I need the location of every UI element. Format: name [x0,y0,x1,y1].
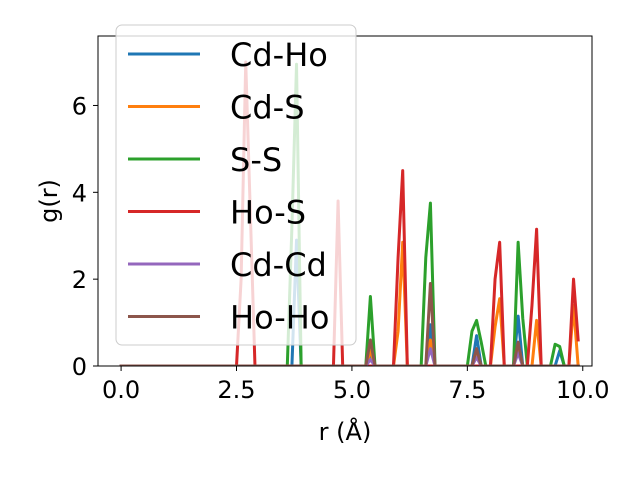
y-axis-label: g(r) [35,179,63,223]
axes-layer: 0.0 2.5 5.0 7.5 10.0 0 2 4 6 r (Å) g(r) [35,35,609,446]
x-tick-label: 2.5 [217,376,255,404]
legend-label: Ho-S [230,194,306,232]
legend-label: Cd-Ho [230,36,328,74]
legend: Cd-Ho Cd-S S-S Ho-S Cd-Cd Ho-Ho [115,24,357,346]
x-tick-label: 10.0 [556,376,609,404]
legend-label: Cd-Cd [230,246,327,284]
y-tick-label: 0 [72,353,87,381]
y-tick-label: 4 [72,179,87,207]
y-tick-label: 6 [72,92,87,120]
x-axis-label: r (Å) [319,417,372,446]
x-tick-label: 7.5 [448,376,486,404]
legend-label: S-S [230,141,282,179]
y-tick-label: 2 [72,266,87,294]
x-tick-label: 5.0 [333,376,371,404]
x-tick-label: 0.0 [102,376,140,404]
series-line-ho-ho [119,282,580,366]
legend-label: Ho-Ho [230,299,329,337]
legend-label: Cd-S [230,89,305,127]
